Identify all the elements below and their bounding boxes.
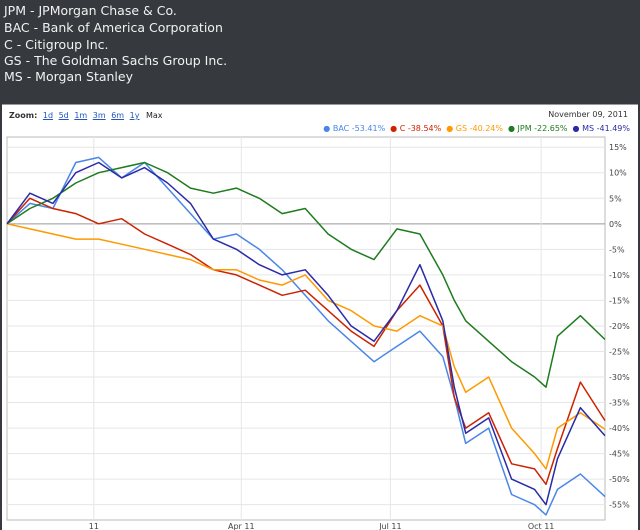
legend-label: BAC -53.41% [332, 124, 386, 133]
zoom-1m-link[interactable]: 1m [74, 111, 88, 120]
ticker-line-c: C - Citigroup Inc. [4, 37, 109, 52]
series-line-gs [6, 223, 606, 470]
y-tick-label: 5% [609, 194, 622, 203]
zoom-1y-link[interactable]: 1y [129, 111, 140, 120]
zoom-6m-link[interactable]: 6m [111, 111, 125, 120]
chart-date-label: November 09, 2011 [548, 110, 628, 119]
legend-item-gs[interactable]: ● GS -40.24% [446, 124, 503, 133]
legend-dot-icon: ● [507, 124, 518, 133]
y-tick-label: -5% [609, 245, 625, 254]
y-tick-label: -35% [609, 399, 630, 408]
y-tick-label: -20% [609, 322, 630, 331]
y-tick-label: -10% [609, 271, 630, 280]
y-tick-label: 15% [609, 143, 627, 152]
ticker-legend-header: JPM - JPMorgan Chase & Co. BAC - Bank of… [0, 0, 640, 104]
legend-dot-icon: ● [446, 124, 456, 133]
y-tick-label: -55% [609, 501, 630, 510]
series-legend: ● BAC -53.41% ● C -38.54% ● GS -40.24% ● JP… [318, 124, 630, 133]
zoom-3m-link[interactable]: 3m [92, 111, 106, 120]
legend-item-jpm[interactable]: ● JPM -22.65% [508, 124, 568, 133]
plot-area [6, 136, 606, 521]
zoom-max-option[interactable]: Max [146, 111, 163, 120]
legend-dot-icon: ● [572, 124, 583, 133]
ticker-line-gs: GS - The Goldman Sachs Group Inc. [4, 53, 228, 68]
legend-label: GS -40.24% [455, 124, 503, 133]
series-line-ms [6, 161, 606, 506]
zoom-controls: Zoom: 1d 5d 1m 3m 6m 1y Max [9, 111, 163, 120]
y-tick-label: 0% [609, 220, 622, 229]
ticker-line-bac: BAC - Bank of America Corporation [4, 20, 223, 35]
y-tick-label: -40% [609, 424, 630, 433]
zoom-label: Zoom: [9, 111, 38, 120]
x-tick-label: Oct 11 [528, 522, 555, 530]
x-tick-label: Apr 11 [228, 522, 255, 530]
chart-panel: 15% 10% 5% 0% -5% -10% -15% -20% -25% -30% -35% -40… [2, 104, 638, 530]
y-tick-label: -50% [609, 475, 630, 484]
y-tick-label: -45% [609, 450, 630, 459]
series-line-bac [6, 156, 606, 516]
legend-item-c[interactable]: ● C -38.54% [390, 124, 441, 133]
legend-item-bac[interactable]: ● BAC -53.41% [323, 124, 385, 133]
zoom-5d-link[interactable]: 5d [58, 111, 69, 120]
legend-label: C -38.54% [399, 124, 442, 133]
y-tick-label: -15% [609, 296, 630, 305]
legend-label: JPM -22.65% [517, 124, 568, 133]
ticker-line-jpm: JPM - JPMorgan Chase & Co. [4, 3, 177, 18]
series-line-jpm [6, 161, 606, 388]
legend-dot-icon: ● [390, 124, 400, 133]
legend-dot-icon: ● [323, 124, 333, 133]
x-tick-label: Jul 11 [378, 522, 401, 530]
zoom-1d-link[interactable]: 1d [42, 111, 54, 120]
y-tick-label: -25% [609, 347, 630, 356]
line-chart[interactable]: 15% 10% 5% 0% -5% -10% -15% -20% -25% -30% -35% -40… [2, 105, 638, 530]
legend-label: MS -41.49% [582, 124, 630, 133]
legend-item-ms[interactable]: ● MS -41.49% [573, 124, 630, 133]
series-line-c [6, 197, 606, 486]
y-tick-label: 10% [609, 169, 627, 178]
ticker-line-ms: MS - Morgan Stanley [4, 69, 133, 84]
x-tick-label: 11 [89, 522, 99, 530]
y-tick-label: -30% [609, 373, 630, 382]
